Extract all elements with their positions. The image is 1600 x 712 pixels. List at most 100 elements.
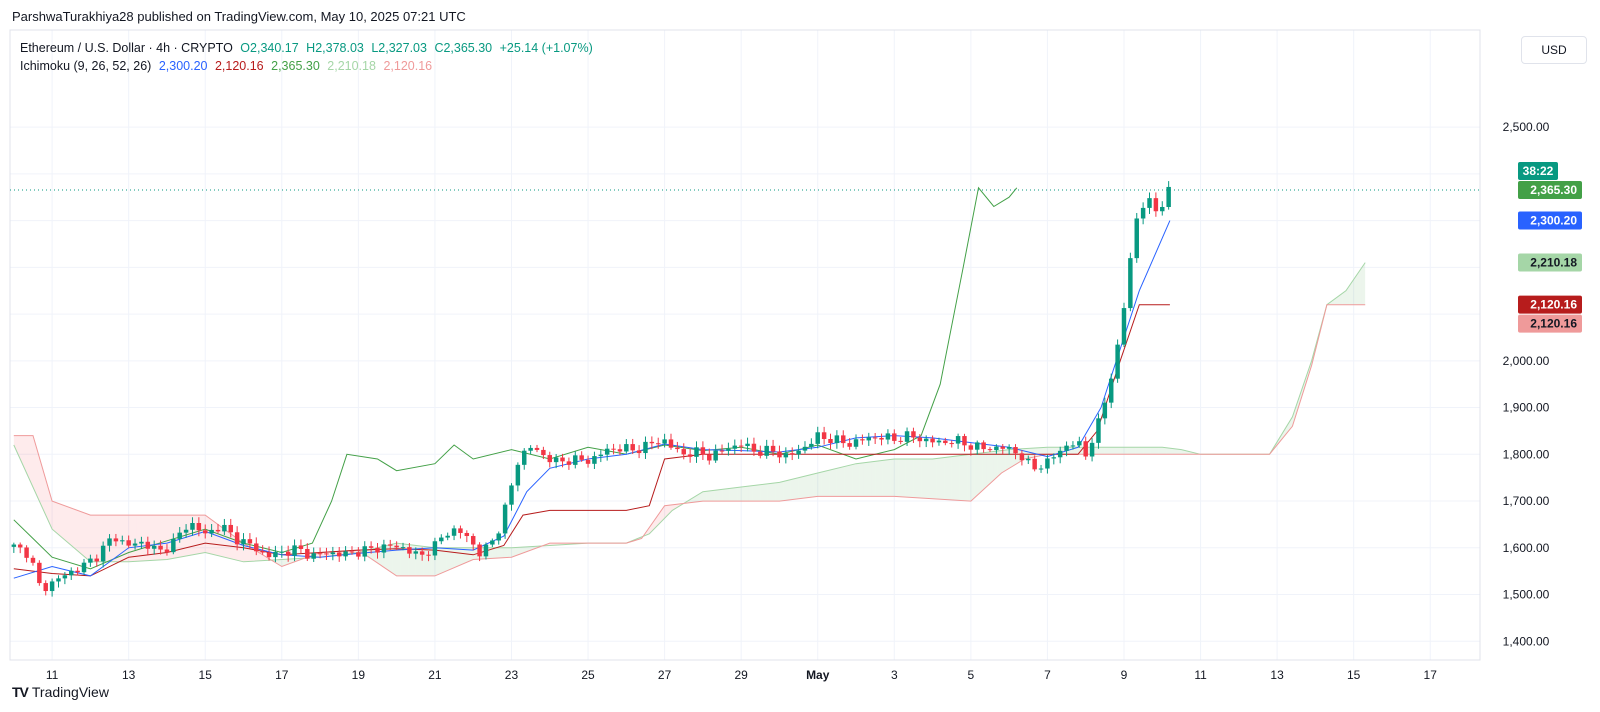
cloud-segment	[848, 464, 853, 497]
indicator-name[interactable]: Ichimoku (9, 26, 52, 26)	[20, 59, 152, 73]
candle-body	[522, 450, 527, 465]
cloud-segment	[990, 451, 994, 484]
published-by-text: ParshwaTurakhiya28 published on TradingV…	[12, 9, 466, 24]
cloud-segment	[212, 520, 217, 556]
candle-body	[1057, 450, 1063, 458]
cloud-segment	[936, 458, 941, 500]
candle-body	[132, 543, 138, 546]
cloud-segment	[36, 448, 41, 504]
cloud-segment	[262, 554, 267, 561]
cloud-segment	[898, 458, 902, 497]
symbol-name[interactable]: Ethereum / U.S. Dollar · 4h · CRYPTO	[20, 41, 233, 55]
candle-body	[975, 442, 980, 450]
candle-body	[464, 532, 470, 537]
candle-body	[203, 530, 208, 534]
cloud-segment	[423, 546, 428, 576]
cloud-segment	[1097, 447, 1102, 455]
indicator-legend-row[interactable]: Ichimoku (9, 26, 52, 26) 2,300.20 2,120.…	[20, 57, 597, 75]
span-a-tag: 2,210.18	[1530, 256, 1577, 270]
candle-body	[273, 551, 278, 558]
candle-body	[687, 454, 693, 457]
low-value: L2,327.03	[371, 41, 427, 55]
candle-body	[541, 449, 546, 456]
cloud-segment	[813, 473, 818, 497]
candle-body	[1064, 445, 1069, 451]
candle-body	[962, 436, 967, 446]
candle-body	[987, 449, 993, 451]
cloud-segment	[729, 487, 734, 502]
candle-body	[892, 433, 897, 441]
candle-body	[821, 432, 827, 439]
last-price-tag-bg	[1518, 181, 1582, 200]
candle-body	[617, 449, 623, 452]
close-value: C2,365.30	[434, 41, 493, 55]
candle-body	[860, 439, 865, 441]
x-tick-label: 9	[1121, 668, 1128, 682]
cloud-segment	[503, 547, 508, 558]
cloud-segment	[798, 476, 803, 499]
currency-button[interactable]: USD	[1521, 36, 1587, 64]
cloud-segment	[1169, 448, 1174, 455]
y-tick-label: 1,400.00	[1503, 634, 1550, 648]
ind-value-lagging: 2,365.30	[271, 59, 320, 73]
y-tick-label: 2,500.00	[1503, 120, 1550, 134]
candle-body	[1089, 442, 1095, 457]
x-tick-label: 17	[1424, 668, 1438, 682]
candle-body	[139, 541, 144, 544]
candle-body	[866, 437, 872, 441]
tradingview-logo[interactable]: TV TradingView	[12, 684, 109, 700]
candle-body	[655, 443, 661, 445]
candle-body	[458, 528, 463, 533]
cloud-segment	[794, 477, 799, 500]
candle-body	[694, 447, 699, 457]
candle-body	[955, 436, 961, 444]
candle-body	[43, 583, 48, 592]
candle-body	[949, 443, 954, 445]
candle-body	[439, 537, 444, 542]
cloud-segment	[13, 435, 18, 454]
cloud-segment	[764, 483, 768, 502]
cloud-segment	[442, 547, 447, 573]
x-tick-label: 13	[122, 668, 136, 682]
cloud-segment	[75, 509, 79, 553]
cloud-segment	[121, 515, 125, 562]
x-tick-label: 7	[1044, 668, 1051, 682]
candle-body	[1096, 418, 1101, 443]
candle-body	[222, 524, 227, 532]
candle-body	[1026, 458, 1031, 461]
x-tick-label: 15	[1347, 668, 1361, 682]
candle-body	[311, 553, 316, 559]
cloud-segment	[1116, 447, 1121, 455]
cloud-segment	[802, 475, 807, 499]
cloud-segment	[982, 452, 987, 491]
candle-body	[809, 443, 814, 447]
cloud-segment	[396, 543, 401, 576]
candle-body	[726, 448, 731, 451]
candle-body	[241, 539, 246, 545]
cloud-segment	[1035, 447, 1040, 457]
cloud-segment	[821, 471, 826, 497]
ind-value-span-b: 2,120.16	[383, 59, 433, 73]
cloud-segment	[94, 515, 99, 562]
cloud-segment	[691, 496, 696, 503]
candle-body	[662, 439, 667, 444]
leading-span-a-line	[13, 262, 1366, 563]
candle-body	[789, 453, 795, 455]
candle-body	[502, 504, 508, 534]
cloud-segment	[1353, 273, 1358, 305]
symbol-legend-row[interactable]: Ethereum / U.S. Dollar · 4h · CRYPTO O2,…	[20, 39, 597, 57]
cloud-segment	[388, 544, 393, 574]
cloud-segment	[1280, 429, 1285, 441]
cloud-segment	[32, 435, 37, 496]
x-tick-label: 19	[352, 668, 366, 682]
candle-body	[751, 443, 757, 452]
candle-body	[145, 541, 151, 549]
cloud-segment	[668, 504, 673, 515]
cloud-segment	[656, 511, 661, 526]
cloud-segment	[733, 487, 738, 502]
cloud-segment	[829, 469, 834, 497]
cloud-segment	[216, 523, 221, 557]
candle-body	[292, 545, 297, 556]
cloud-segment	[722, 488, 726, 502]
